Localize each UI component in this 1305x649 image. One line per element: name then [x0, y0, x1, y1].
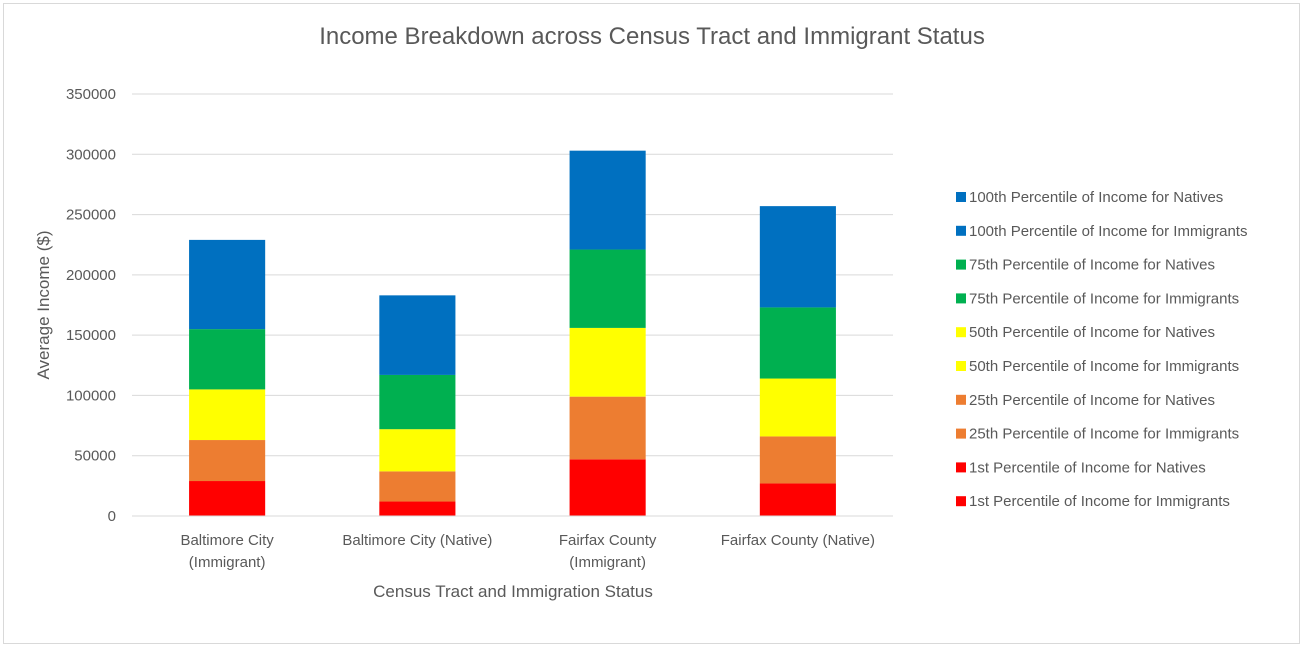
y-tick-label: 200000	[66, 267, 116, 284]
x-tick-label: Baltimore City (Native)	[342, 532, 492, 549]
legend-item: 1st Percentile of Income for Natives	[956, 459, 1206, 476]
x-axis-ticks: Baltimore City (Immigrant) Baltimore City …	[180, 532, 875, 571]
legend-item: 50th Percentile of Income for Immigrants	[956, 358, 1239, 375]
legend-item: 1st Percentile of Income for Immigrants	[956, 493, 1230, 510]
bar-segment	[569, 396, 646, 460]
legend-label: 1st Percentile of Income for Immigrants	[969, 493, 1230, 510]
x-tick-label-line: Fairfax County	[559, 532, 657, 549]
legend-label: 100th Percentile of Income for Immigrant…	[969, 223, 1247, 240]
bar-segment	[189, 440, 266, 482]
y-tick-label: 150000	[66, 327, 116, 344]
bar-segment	[759, 436, 836, 484]
y-axis-title: Average Income ($)	[34, 231, 53, 380]
legend: 100th Percentile of Income for Natives 10…	[956, 189, 1247, 510]
bar-segment	[759, 206, 836, 308]
bar-segment	[189, 329, 266, 390]
legend-label: 25th Percentile of Income for Natives	[969, 392, 1215, 409]
legend-label: 1st Percentile of Income for Natives	[969, 459, 1206, 476]
legend-item: 100th Percentile of Income for Natives	[956, 189, 1223, 206]
x-tick-label-line: (Immigrant)	[189, 554, 266, 571]
bar-segment	[569, 459, 646, 516]
chart-title: Income Breakdown across Census Tract and…	[319, 23, 985, 50]
legend-item: 75th Percentile of Income for Natives	[956, 257, 1215, 274]
y-tick-label: 300000	[66, 146, 116, 163]
bar-segment	[189, 389, 266, 441]
legend-item: 25th Percentile of Income for Immigrants	[956, 426, 1239, 443]
legend-item: 100th Percentile of Income for Immigrant…	[956, 223, 1247, 240]
legend-label: 50th Percentile of Income for Natives	[969, 324, 1215, 341]
legend-swatch	[956, 293, 966, 304]
y-axis-ticks: 0 50000 100000 150000 200000 250000 300000 3500…	[66, 86, 116, 525]
legend-item: 75th Percentile of Income for Immigrants	[956, 290, 1239, 307]
x-tick-label-line: Baltimore City	[180, 532, 274, 549]
x-tick-label-line: Baltimore City (Native)	[342, 532, 492, 549]
legend-item: 25th Percentile of Income for Natives	[956, 392, 1215, 409]
bar-segment	[759, 483, 836, 516]
legend-swatch	[956, 428, 966, 439]
legend-swatch	[956, 225, 966, 236]
x-tick-label: Fairfax County (Immigrant)	[559, 532, 657, 571]
legend-swatch	[956, 496, 966, 507]
bar-segment	[759, 307, 836, 379]
legend-item: 50th Percentile of Income for Natives	[956, 324, 1215, 341]
bars	[189, 150, 836, 516]
legend-swatch	[956, 361, 966, 371]
bar-segment	[379, 501, 456, 516]
legend-swatch	[956, 394, 966, 405]
bar-segment	[379, 374, 456, 430]
bar-segment	[569, 327, 646, 397]
legend-swatch	[956, 259, 966, 270]
bar-segment	[379, 295, 456, 375]
bar-segment	[379, 471, 456, 502]
bar-segment	[569, 150, 646, 250]
x-tick-label: Baltimore City (Immigrant)	[180, 532, 274, 571]
y-tick-label: 0	[108, 508, 116, 525]
y-tick-label: 100000	[66, 387, 116, 404]
bar-segment	[189, 481, 266, 516]
legend-label: 75th Percentile of Income for Natives	[969, 257, 1215, 274]
y-tick-label: 50000	[74, 448, 116, 465]
bar-segment	[379, 429, 456, 472]
legend-label: 100th Percentile of Income for Natives	[969, 189, 1223, 206]
legend-label: 25th Percentile of Income for Immigrants	[969, 426, 1239, 443]
legend-swatch	[956, 327, 966, 338]
bar-segment	[569, 249, 646, 328]
legend-label: 75th Percentile of Income for Immigrants	[969, 290, 1239, 307]
legend-swatch	[956, 462, 966, 473]
bar-segment	[759, 378, 836, 437]
y-tick-label: 350000	[66, 86, 116, 103]
x-tick-label-line: (Immigrant)	[569, 554, 646, 571]
bar-segment	[189, 239, 266, 330]
x-tick-label: Fairfax County (Native)	[721, 532, 875, 549]
legend-label: 50th Percentile of Income for Immigrants	[969, 358, 1239, 375]
x-axis-title: Census Tract and Immigration Status	[373, 582, 653, 601]
y-tick-label: 250000	[66, 207, 116, 224]
legend-swatch	[956, 192, 966, 202]
x-tick-label-line: Fairfax County (Native)	[721, 532, 875, 549]
